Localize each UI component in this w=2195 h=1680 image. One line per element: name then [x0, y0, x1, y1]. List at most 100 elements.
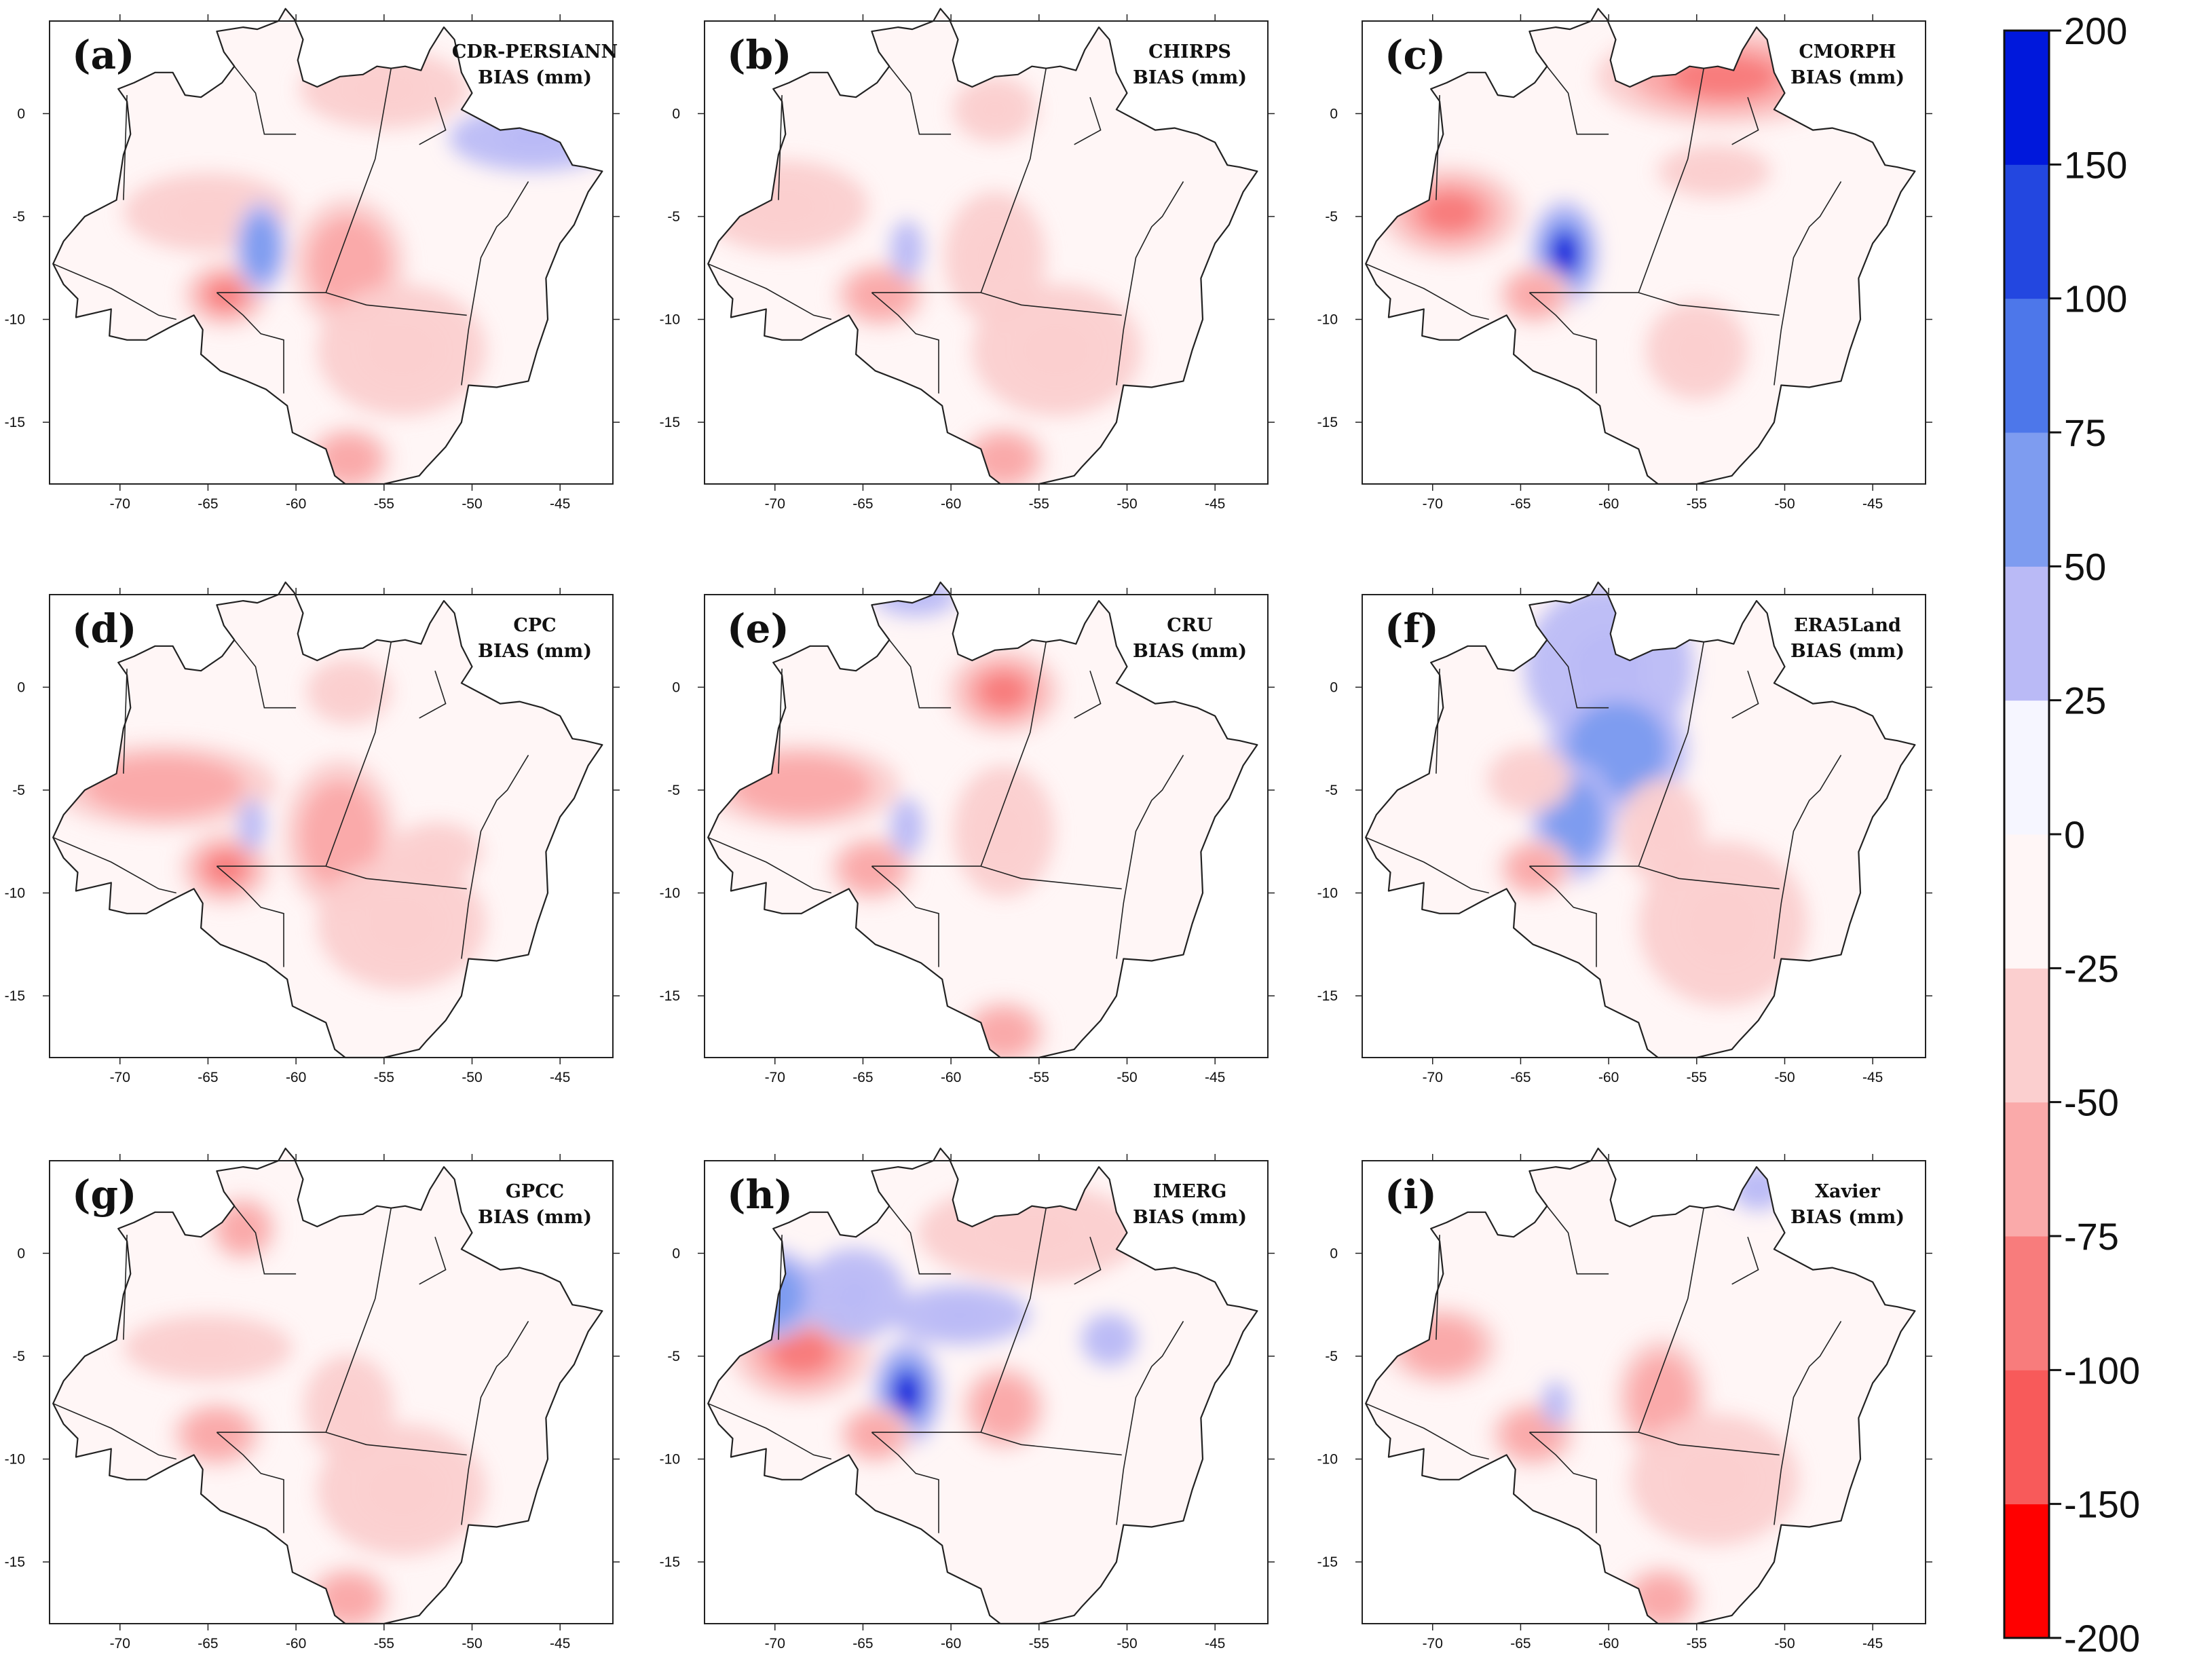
- state-border: [233, 1206, 297, 1275]
- legend-swatch: [2004, 566, 2049, 701]
- lon-tick-label: -55: [374, 496, 394, 512]
- state-border: [1116, 181, 1184, 386]
- bias-anomaly-core: [973, 229, 1017, 287]
- lat-tick-label: -5: [1325, 209, 1338, 225]
- map-panel: -70 -65 -60 -55 -50 -45 0 -5 -10 -15 (d) CPC BIAS (m…: [5, 581, 620, 1085]
- state-border: [216, 865, 284, 967]
- bias-anomaly-core: [1419, 192, 1482, 233]
- bias-anomaly-halo: [1369, 111, 1426, 178]
- map-panel: -70 -65 -60 -55 -50 -45 0 -5 -10 -15 (i) Xavier BIAS…: [1317, 1147, 1932, 1651]
- state-border: [1774, 754, 1842, 959]
- bias-anomaly-core: [228, 1214, 259, 1244]
- state-border: [1116, 1320, 1184, 1525]
- lon-tick-label: -60: [941, 1070, 961, 1085]
- lon-tick-label: -70: [765, 496, 785, 512]
- state-border: [325, 865, 467, 890]
- region-outline: [52, 1147, 603, 1625]
- panel-letter: (g): [72, 1172, 136, 1218]
- bias-anomaly-core: [976, 95, 1014, 124]
- panel-title: GPCC: [506, 1181, 564, 1202]
- lon-tick-label: -70: [110, 496, 130, 512]
- panel-frame: [1362, 20, 1926, 485]
- state-border: [1731, 1236, 1759, 1285]
- bias-anomaly-core: [1550, 1393, 1562, 1414]
- region-outline: [1365, 1147, 1916, 1625]
- bias-anomaly-core: [1586, 720, 1649, 778]
- legend-label: -100: [2064, 1349, 2140, 1392]
- lat-tick-label: 0: [672, 679, 680, 695]
- panel-title: ERA5Land: [1794, 615, 1901, 636]
- state-border: [888, 1206, 952, 1275]
- legend-swatch: [2004, 1370, 2049, 1505]
- panel-frame: [1362, 1160, 1926, 1624]
- state-border: [871, 865, 939, 967]
- panel-frame: [704, 20, 1269, 485]
- panel-subtitle: BIAS (mm): [478, 67, 592, 88]
- map-panel: -70 -65 -60 -55 -50 -45 0 -5 -10 -15 (g) GPCC BIAS (…: [5, 1147, 620, 1651]
- bias-anomaly-core: [770, 1330, 833, 1374]
- state-border: [1638, 1208, 1704, 1433]
- bias-anomaly-core: [206, 852, 246, 884]
- lat-tick-label: 0: [1330, 1246, 1338, 1261]
- state-border: [1638, 1432, 1780, 1456]
- lat-tick-label: -5: [667, 783, 680, 798]
- state-border: [1546, 66, 1609, 135]
- bias-anomaly-core: [114, 767, 214, 805]
- state-border: [1528, 292, 1597, 394]
- panel-title: CPC: [513, 615, 556, 636]
- bias-anomaly-halo: [874, 582, 958, 617]
- legend-label: 25: [2064, 679, 2106, 722]
- lat-tick-label: -15: [5, 415, 25, 430]
- bias-anomaly-core: [330, 1584, 368, 1613]
- panel-title: Xavier: [1815, 1181, 1881, 1202]
- state-border: [419, 1236, 447, 1285]
- bias-anomaly-core: [747, 186, 821, 227]
- state-border: [1365, 1402, 1489, 1460]
- lon-tick-label: -45: [550, 1070, 570, 1085]
- legend-label: -50: [2064, 1081, 2119, 1124]
- bias-field: [1366, 8, 1915, 485]
- panel-title: CDR-PERSIANN: [452, 41, 618, 62]
- state-border: [233, 639, 297, 709]
- background-bias-area: [1366, 8, 1915, 485]
- bias-anomaly-core: [1417, 1328, 1467, 1364]
- legend-label: 50: [2064, 545, 2106, 588]
- legend-swatch: [2004, 432, 2049, 567]
- state-border: [1074, 670, 1102, 719]
- legend-label: 75: [2064, 411, 2106, 454]
- state-border: [1528, 1432, 1597, 1533]
- bias-anomaly-core: [899, 814, 915, 840]
- state-border: [871, 292, 939, 394]
- lon-tick-label: -50: [462, 496, 482, 512]
- panel-letter: (b): [727, 32, 791, 78]
- state-border: [980, 292, 1122, 316]
- panel-subtitle: BIAS (mm): [1133, 67, 1247, 88]
- region-outline: [52, 581, 603, 1059]
- bias-anomaly-mid: [726, 1261, 807, 1328]
- lon-tick-label: -65: [1510, 1070, 1531, 1085]
- region-outline: [52, 7, 603, 485]
- lon-tick-label: -55: [374, 1070, 394, 1085]
- state-border: [52, 263, 176, 320]
- state-border: [1074, 1236, 1102, 1285]
- state-border: [778, 1235, 783, 1340]
- lon-tick-label: -55: [1687, 496, 1707, 512]
- panel-frame: [704, 594, 1269, 1058]
- state-border: [52, 836, 176, 894]
- lat-tick-label: -5: [1325, 783, 1338, 798]
- map-panel: -70 -65 -60 -55 -50 -45 0 -5 -10 -15 (h) IMERG BIAS …: [660, 1147, 1275, 1651]
- region-outline: [707, 7, 1258, 485]
- lat-tick-label: -15: [5, 988, 25, 1004]
- bias-anomaly-core: [496, 124, 571, 153]
- state-border: [980, 68, 1047, 293]
- lat-tick-label: -10: [5, 312, 25, 328]
- legend-swatch: [2004, 164, 2049, 299]
- bias-anomaly-core: [330, 445, 368, 474]
- lon-tick-label: -50: [462, 1070, 482, 1085]
- bias-anomaly-core: [985, 445, 1023, 474]
- lon-tick-label: -45: [1862, 1070, 1883, 1085]
- state-border: [1638, 641, 1704, 867]
- map-panel: -70 -65 -60 -55 -50 -45 0 -5 -10 -15 (a) CDR-PERSIA…: [5, 7, 620, 512]
- lon-tick-label: -65: [852, 1636, 873, 1651]
